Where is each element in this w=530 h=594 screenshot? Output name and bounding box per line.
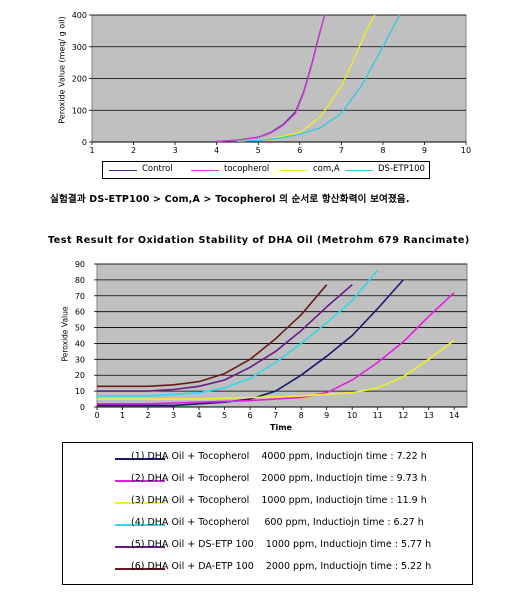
chart1-legend-label-tocopherol: tocopherol [224, 164, 270, 174]
chart2-legend-swatch-2 [115, 480, 165, 482]
chart1-legend-label-dsetp100: DS-ETP100 [378, 164, 425, 174]
chart1-xtick-label: 8 [380, 146, 385, 155]
chart2-legend-item-3: (3) DHA Oil + Tocopherol 1000 ppm, Induc… [63, 492, 472, 514]
chart2-ytick-label: 50 [75, 324, 85, 333]
chart1-legend-item-dsetp100: DS-ETP100 [345, 164, 429, 175]
chart2-legend-label-6: (6) DHA Oil + DA-ETP 100 2000 ppm, Induc… [131, 561, 432, 572]
chart1-ytick-label: 0 [82, 138, 87, 147]
chart1-legend-label-coma: com,A [313, 164, 340, 174]
chart1-ytick-label: 300 [72, 43, 87, 52]
chart2-ytick-label: 0 [80, 403, 85, 412]
chart2-xtick-label: 12 [398, 411, 408, 420]
chart1-xtick-label: 1 [89, 146, 94, 155]
chart2-series-line-5 [97, 284, 353, 392]
chart2-legend-swatch-1 [115, 458, 165, 460]
chart2-legend: (1) DHA Oil + Tocopherol 4000 ppm, Induc… [62, 442, 473, 585]
chart2-legend-label-1: (1) DHA Oil + Tocopherol 4000 ppm, Induc… [131, 451, 427, 462]
chart2-legend-label-5: (5) DHA Oil + DS-ETP 100 1000 ppm, Induc… [131, 539, 432, 550]
chart2-xtick-label: 10 [347, 411, 357, 420]
chart1-legend-item-control: Control [109, 164, 189, 175]
chart2-legend-swatch-5 [115, 546, 165, 548]
chart1-xtick-label: 9 [422, 146, 427, 155]
chart1-legend-swatch-dsetp100 [345, 170, 373, 171]
chart2-legend-swatch-3 [115, 502, 165, 504]
chart2-series-line-6 [97, 284, 328, 388]
chart2-xtick-label: 8 [299, 411, 304, 420]
chart2-ytick-label: 80 [75, 276, 85, 285]
chart2-legend-swatch-6 [115, 568, 165, 570]
chart2-ytick-label: 60 [75, 308, 85, 317]
chart2-ytick-label: 40 [75, 339, 85, 348]
chart2-series-line-1 [97, 279, 404, 407]
chart2-xtick-label: 7 [273, 411, 278, 420]
chart2-legend-label-3: (3) DHA Oil + Tocopherol 1000 ppm, Induc… [131, 495, 427, 506]
chart2-plot-area [96, 263, 468, 408]
chart2-xlabel: Time [270, 423, 292, 432]
chart2-ytick-label: 90 [75, 260, 85, 269]
chart1-legend-item-tocopherol: tocopherol [191, 164, 276, 175]
chart1-series-line-4 [237, 14, 401, 142]
chart1-legend-swatch-tocopherol [191, 170, 219, 171]
chart2-xtick-label: 5 [222, 411, 227, 420]
chart2-ytick-label: 70 [75, 292, 85, 301]
chart2-xtick-label: 9 [324, 411, 329, 420]
chart2-legend-item-4: (4) DHA Oil + Tocopherol 600 ppm, Induct… [63, 514, 472, 536]
chart2-xtick-label: 11 [373, 411, 383, 420]
chart2-series-line-3 [97, 339, 455, 400]
chart1-ylabel: Peroxide Value (meq/ g oil) [57, 16, 67, 124]
chart2-xtick-label: 3 [171, 411, 176, 420]
chart2-legend-item-5: (5) DHA Oil + DS-ETP 100 1000 ppm, Induc… [63, 536, 472, 558]
chart1-series-line-2 [216, 14, 326, 142]
chart1-xtick-label: 4 [214, 146, 219, 155]
chart2-series-line-4 [97, 269, 379, 397]
chart1-legend-swatch-control [109, 170, 137, 171]
chart2-legend-item-1: (1) DHA Oil + Tocopherol 4000 ppm, Induc… [63, 448, 472, 470]
chart2-legend-item-2: (2) DHA Oil + Tocopherol 2000 ppm, Induc… [63, 470, 472, 492]
chart1-ytick-label: 100 [72, 106, 87, 115]
chart2-xtick-label: 1 [120, 411, 125, 420]
chart2-xtick-label: 2 [145, 411, 150, 420]
chart1-legend-swatch-coma [280, 170, 308, 171]
caption: 실험결과 DS-ETP100 > Com,A > Tocopherol 의 순서… [50, 194, 410, 205]
chart2-ytick-label: 10 [75, 387, 85, 396]
chart2-xtick-label: 0 [94, 411, 99, 420]
chart1-legend: Control tocopherol com,A DS-ETP100 [102, 161, 430, 179]
chart1-xtick-label: 3 [173, 146, 178, 155]
chart2-xtick-label: 14 [449, 411, 459, 420]
chart2-legend-swatch-4 [115, 524, 165, 526]
chart2-legend-label-2: (2) DHA Oil + Tocopherol 2000 ppm, Induc… [131, 473, 427, 484]
chart1-xtick-label: 7 [339, 146, 344, 155]
chart2-ytick-label: 20 [75, 371, 85, 380]
chart1-xtick-label: 5 [256, 146, 261, 155]
chart1-ytick-label: 400 [72, 11, 87, 20]
chart1-legend-item-coma: com,A [280, 164, 350, 175]
chart1-xtick-label: 2 [131, 146, 136, 155]
chart2-legend-item-6: (6) DHA Oil + DA-ETP 100 2000 ppm, Induc… [63, 558, 472, 580]
chart2-ylabel: Peroxide Value [60, 306, 70, 362]
chart2-xtick-label: 13 [424, 411, 434, 420]
chart2-series-line-2 [97, 292, 455, 405]
chart1-plot: 0 100 200 300 400 1 2 3 4 5 6 7 8 9 10 [72, 11, 471, 155]
chart2-legend-label-4: (4) DHA Oil + Tocopherol 600 ppm, Induct… [131, 517, 424, 528]
chart2-xtick-label: 4 [197, 411, 202, 420]
chart1-legend-label-control: Control [142, 164, 173, 174]
chart1-xtick-label: 10 [461, 146, 471, 155]
chart2-title: Test Result for Oxidation Stability of D… [48, 235, 470, 246]
chart1-xtick-label: 6 [297, 146, 302, 155]
chart2-xtick-label: 6 [248, 411, 253, 420]
chart1-ytick-label: 200 [72, 75, 87, 84]
chart2-ytick-label: 30 [75, 355, 85, 364]
